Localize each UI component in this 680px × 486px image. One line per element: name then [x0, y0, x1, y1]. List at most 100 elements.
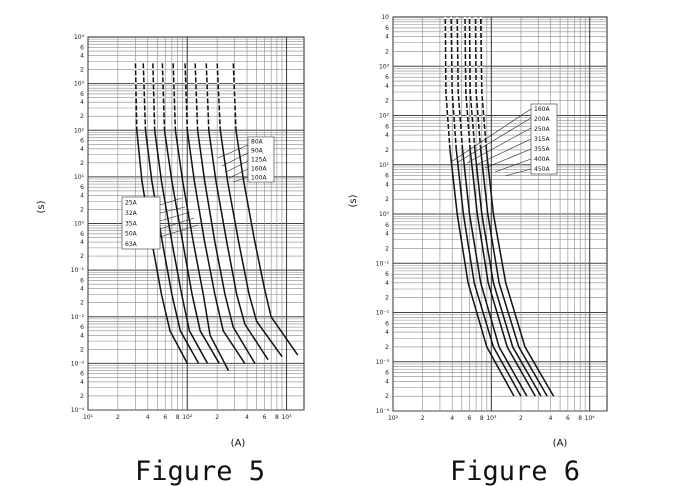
legend-leader-line	[225, 160, 249, 173]
legend-leader-line	[466, 127, 532, 164]
series-dash-125A	[205, 61, 210, 131]
x-tick-label: 10²	[388, 415, 399, 422]
y-tick-label: 4	[385, 231, 389, 238]
y-tick-label: 10⁻⁴	[71, 407, 85, 414]
y-tick-label: 6	[385, 320, 389, 327]
y-tick-label: 10⁻²	[376, 310, 390, 317]
x-tick-label: 4	[146, 414, 150, 421]
y-tick-label: 2	[385, 245, 389, 252]
y-tick-label: 10⁰	[379, 211, 390, 218]
series-dash-32A	[142, 61, 147, 131]
y-tick-label: 10²	[74, 127, 85, 134]
x-tick-label: 8	[480, 415, 484, 422]
y-tick-label: 2	[385, 295, 389, 302]
figure-caption: Figure 5	[135, 456, 265, 486]
series-line-80A	[184, 61, 246, 364]
x-tick-label: 10³	[281, 414, 292, 421]
y-tick-label: 6	[80, 231, 84, 238]
y-tick-label: 10⁻³	[376, 359, 390, 366]
y-tick-label: 2	[385, 196, 389, 203]
legend-leader-line	[504, 168, 532, 177]
y-tick-label: 4	[385, 181, 389, 188]
legend-label: 35A	[125, 220, 138, 227]
y-tick-label: 2	[385, 393, 389, 400]
y-tick-label: 10	[381, 14, 389, 21]
legend-leader-line	[159, 206, 186, 214]
series-dash-80A	[184, 61, 189, 131]
series-dash-200A	[450, 16, 458, 150]
y-tick-label: 2	[80, 206, 84, 213]
y-tick-label: 2	[385, 147, 389, 154]
series-line-160A	[444, 16, 515, 397]
y-tick-label: 4	[385, 132, 389, 139]
series-dash-160A	[216, 61, 222, 131]
legend-leader-line	[159, 217, 195, 230]
series-dash-25A	[134, 61, 138, 131]
legend-label: 450A	[534, 166, 550, 173]
series-dash-400A	[474, 16, 482, 150]
x-tick-label: 10⁴	[585, 415, 596, 422]
x-tick-label: 2	[519, 415, 523, 422]
series-dash-250A	[456, 16, 464, 150]
y-tick-label: 10²	[379, 113, 390, 120]
legend-label: 200A	[534, 116, 550, 123]
series-line-35A	[152, 61, 209, 364]
y-tick-label: 6	[385, 370, 389, 377]
y-tick-label: 10³	[74, 81, 85, 88]
legend-leader-line	[450, 108, 532, 163]
y-tick-label: 6	[385, 222, 389, 229]
y-tick-label: 4	[385, 83, 389, 90]
series-line-200A	[450, 16, 522, 397]
gridlines	[87, 37, 304, 411]
x-tick-label: 10²	[182, 414, 193, 421]
y-tick-label: 4	[385, 34, 389, 41]
y-tick-label: 6	[80, 91, 84, 98]
x-tick-label: 8	[176, 414, 180, 421]
legend-label: 90A	[251, 147, 264, 154]
legend-leader-line	[221, 152, 249, 167]
chart-figure-6: 10⁻⁴24610⁻³24610⁻²24610⁻¹24610⁰24610¹246…	[348, 14, 608, 486]
y-tick-label: 10¹	[379, 162, 390, 169]
legend-label: 50A	[125, 231, 138, 238]
legend-leader-line	[484, 148, 532, 169]
x-tick-label: 6	[566, 415, 570, 422]
y-tick-label: 2	[80, 67, 84, 74]
legend-label: 355A	[534, 146, 550, 153]
legend-leader-line	[457, 117, 532, 163]
y-tick-label: 2	[385, 48, 389, 55]
series-line-160A	[216, 61, 283, 358]
y-tick-label: 6	[385, 25, 389, 32]
x-tick-label: 6	[468, 415, 472, 422]
legend-box	[121, 196, 161, 250]
y-tick-label: 4	[80, 286, 84, 293]
series-dash-63A	[172, 61, 177, 131]
legend-label: 400A	[534, 156, 550, 163]
x-tick-label: 8	[275, 414, 279, 421]
y-tick-label: 6	[80, 371, 84, 378]
y-tick-label: 10⁻¹	[376, 260, 390, 267]
legend-label: 100A	[251, 174, 267, 181]
y-tick-label: 6	[80, 44, 84, 51]
series-line-100A	[232, 61, 299, 356]
y-tick-label: 4	[385, 329, 389, 336]
legend-leader-line	[159, 224, 199, 238]
series-line-400A	[474, 16, 548, 397]
y-tick-label: 4	[80, 99, 84, 106]
y-axis-label: (s)	[348, 194, 359, 207]
gridlines	[392, 17, 607, 412]
series-line-355A	[468, 16, 542, 397]
x-tick-label: 2	[215, 414, 219, 421]
x-tick-label: 2	[116, 414, 120, 421]
legend-box	[530, 103, 558, 175]
y-tick-label: 4	[80, 332, 84, 339]
y-tick-label: 2	[80, 300, 84, 307]
legend-leader-line	[217, 144, 249, 159]
legend-leader-line	[494, 158, 532, 173]
series-line-450A	[479, 16, 555, 397]
y-tick-label: 6	[385, 173, 389, 180]
series-line-63A	[172, 61, 230, 371]
y-tick-label: 6	[385, 74, 389, 81]
x-tick-label: 6	[163, 414, 167, 421]
x-tick-label: 4	[450, 415, 454, 422]
